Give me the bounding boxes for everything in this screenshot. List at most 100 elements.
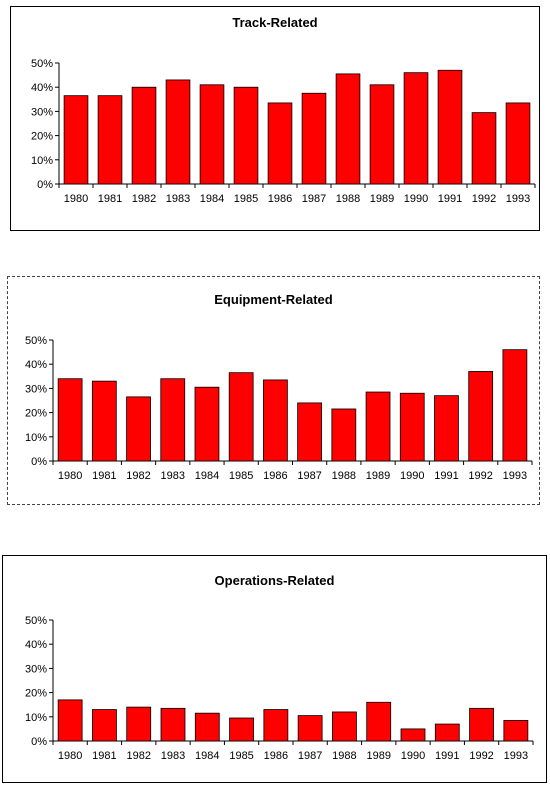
operations-x-tick-label: 1982	[126, 750, 150, 762]
equipment-bar-1986	[263, 379, 288, 462]
equipment-x-tick-label: 1985	[229, 470, 253, 482]
track-chart-title: Track-Related	[232, 15, 317, 30]
equipment-bar-1980	[57, 378, 83, 462]
track-x-tick-label: 1985	[234, 193, 258, 205]
equipment-bar-1988	[331, 408, 357, 462]
track-x-tick-label: 1987	[302, 193, 326, 205]
operations-x-tick-label: 1986	[264, 750, 288, 762]
equipment-bar-1991	[434, 395, 459, 462]
track-bar-1986	[267, 102, 293, 185]
operations-bar-1986	[263, 709, 289, 742]
equipment-bar-1983	[160, 378, 186, 462]
operations-x-tick-label: 1980	[58, 750, 82, 762]
equipment-x-tick-label: 1983	[161, 470, 185, 482]
operations-bar-1980	[57, 699, 83, 742]
track-bar-1982	[131, 86, 157, 185]
operations-y-tick-label: 50%	[25, 615, 47, 627]
track-bar-1990	[403, 72, 429, 185]
operations-x-tick-label: 1984	[195, 750, 219, 762]
operations-y-tick-label: 20%	[25, 688, 47, 700]
track-x-tick-label: 1981	[98, 193, 122, 205]
operations-chart-title: Operations-Related	[215, 573, 335, 588]
equipment-bar-1984	[194, 386, 220, 462]
operations-x-tick-label: 1989	[366, 750, 390, 762]
track-x-tick-label: 1990	[404, 193, 428, 205]
track-x-tick-label: 1980	[64, 193, 88, 205]
operations-x-tick-label: 1981	[92, 750, 116, 762]
track-y-tick-label: 0%	[37, 179, 53, 191]
track-x-tick-label: 1989	[370, 193, 394, 205]
operations-bar-1982	[126, 706, 152, 742]
operations-x-tick-label: 1990	[401, 750, 425, 762]
track-bar-1987	[301, 92, 327, 185]
track-bar-1985	[233, 86, 259, 185]
track-bar-1981	[97, 95, 123, 185]
equipment-x-tick-label: 1990	[400, 470, 424, 482]
track-y-tick-label: 50%	[31, 58, 53, 70]
track-y-tick-label: 20%	[31, 131, 53, 143]
track-y-tick-label: 30%	[31, 106, 53, 118]
operations-bar-1990	[400, 728, 426, 742]
equipment-y-tick-label: 40%	[25, 359, 47, 371]
operations-x-tick-label: 1993	[504, 750, 528, 762]
operations-bar-1993	[503, 720, 529, 742]
equipment-x-tick-label: 1992	[468, 470, 492, 482]
track-x-tick-label: 1983	[166, 193, 190, 205]
equipment-x-tick-label: 1984	[195, 470, 219, 482]
track-x-tick-label: 1986	[268, 193, 292, 205]
operations-x-tick-label: 1987	[298, 750, 322, 762]
operations-bar-1992	[469, 707, 494, 742]
equipment-bar-1982	[126, 396, 151, 462]
operations-y-tick-label: 10%	[25, 712, 47, 724]
equipment-y-tick-label: 30%	[25, 383, 47, 395]
operations-x-tick-label: 1991	[435, 750, 459, 762]
track-bar-1983	[165, 79, 191, 185]
track-x-tick-label: 1984	[200, 193, 224, 205]
equipment-x-tick-label: 1988	[332, 470, 356, 482]
operations-x-tick-label: 1992	[469, 750, 493, 762]
equipment-x-tick-label: 1982	[126, 470, 150, 482]
operations-x-tick-label: 1983	[161, 750, 185, 762]
operations-related-chart-panel: Operations-Related 0% 10% 20% 30% 40% 50% 1980 1…	[2, 555, 547, 783]
track-y-tick-label: 10%	[31, 155, 53, 167]
operations-y-tick-label: 30%	[25, 663, 47, 675]
equipment-x-tick-label: 1993	[503, 470, 527, 482]
operations-bar-1991	[434, 723, 460, 742]
track-x-tick-label: 1993	[506, 193, 530, 205]
track-x-tick-label: 1992	[472, 193, 496, 205]
track-bar-1991	[437, 69, 463, 185]
equipment-bar-1985	[228, 372, 254, 462]
track-bar-1984	[199, 84, 225, 185]
equipment-bar-1993	[502, 349, 528, 462]
track-related-chart: Track-Related 0% 10% 20% 30% 40% 50% 1980 1981 19…	[31, 15, 536, 205]
track-x-tick-label: 1982	[132, 193, 156, 205]
equipment-related-chart-panel: Equipment-Related 0% 10% 20% 30% 40% 50% 1980 19…	[7, 276, 540, 505]
equipment-chart-title: Equipment-Related	[214, 292, 333, 307]
operations-bar-1989	[366, 701, 392, 742]
operations-x-tick-label: 1988	[332, 750, 356, 762]
equipment-bar-1990	[399, 392, 425, 462]
track-x-tick-label: 1988	[336, 193, 360, 205]
operations-y-tick-label: 0%	[31, 736, 47, 748]
track-bar-1980	[63, 95, 89, 185]
equipment-related-chart: Equipment-Related 0% 10% 20% 30% 40% 50% 1980 19…	[25, 292, 533, 482]
operations-bar-1984	[194, 712, 220, 742]
track-y-tick-label: 40%	[31, 82, 53, 94]
track-x-tick-label: 1991	[438, 193, 462, 205]
equipment-y-tick-label: 0%	[31, 456, 47, 468]
operations-bar-1983	[160, 707, 186, 742]
track-bar-1992	[471, 112, 497, 185]
track-related-chart-panel: Track-Related 0% 10% 20% 30% 40% 50% 1980 1981 19…	[10, 6, 540, 231]
operations-bar-1988	[332, 711, 357, 742]
equipment-bar-1992	[468, 371, 494, 462]
operations-related-chart: Operations-Related 0% 10% 20% 30% 40% 50% 1980 1…	[25, 573, 534, 762]
equipment-x-tick-label: 1981	[92, 470, 116, 482]
equipment-bar-1989	[365, 391, 391, 462]
equipment-y-tick-label: 50%	[25, 335, 47, 347]
operations-bar-1981	[92, 709, 117, 742]
equipment-x-tick-label: 1987	[297, 470, 321, 482]
equipment-bar-1981	[91, 380, 117, 462]
equipment-x-tick-label: 1991	[434, 470, 458, 482]
track-bar-1989	[369, 84, 395, 185]
equipment-x-tick-label: 1980	[58, 470, 82, 482]
